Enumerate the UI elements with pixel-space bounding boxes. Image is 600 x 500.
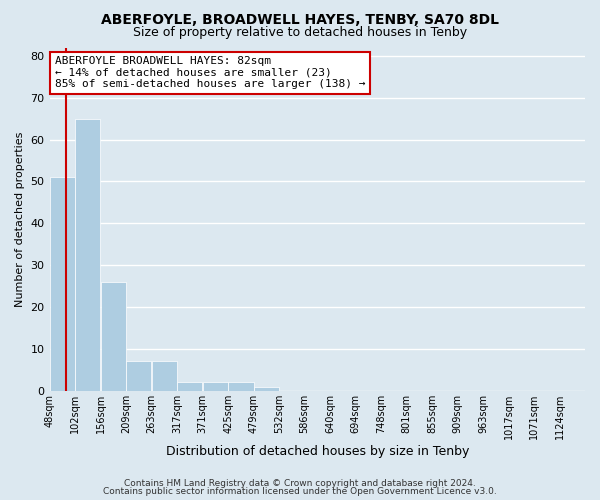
Bar <box>76 118 100 391</box>
Bar <box>203 382 228 391</box>
Text: Size of property relative to detached houses in Tenby: Size of property relative to detached ho… <box>133 26 467 39</box>
Y-axis label: Number of detached properties: Number of detached properties <box>15 132 25 307</box>
Bar <box>229 382 254 391</box>
Bar <box>126 362 151 391</box>
Text: Contains public sector information licensed under the Open Government Licence v3: Contains public sector information licen… <box>103 487 497 496</box>
X-axis label: Distribution of detached houses by size in Tenby: Distribution of detached houses by size … <box>166 444 469 458</box>
Bar <box>101 282 126 391</box>
Bar <box>152 362 177 391</box>
Text: ABERFOYLE BROADWELL HAYES: 82sqm
← 14% of detached houses are smaller (23)
85% o: ABERFOYLE BROADWELL HAYES: 82sqm ← 14% o… <box>55 56 365 90</box>
Text: ABERFOYLE, BROADWELL HAYES, TENBY, SA70 8DL: ABERFOYLE, BROADWELL HAYES, TENBY, SA70 … <box>101 12 499 26</box>
Bar <box>254 386 279 391</box>
Text: Contains HM Land Registry data © Crown copyright and database right 2024.: Contains HM Land Registry data © Crown c… <box>124 478 476 488</box>
Bar <box>50 178 75 391</box>
Bar <box>177 382 202 391</box>
